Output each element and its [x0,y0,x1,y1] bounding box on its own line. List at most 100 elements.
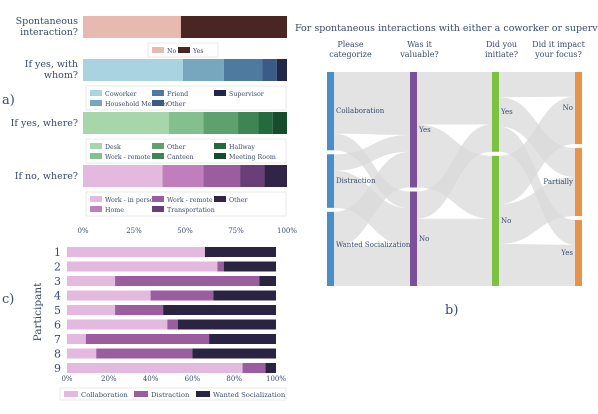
bar-segment-home [162,165,204,187]
bar-segment-distraction [85,334,210,344]
participant-label: 4 [54,290,61,303]
sankey-node-label: Partially [543,178,573,186]
sankey-link [499,244,575,286]
sankey-node-yes [492,72,499,152]
legend: Collaboration Distraction Wanted Socializa… [59,387,287,401]
participant-label: 6 [54,319,61,332]
legend-label: Other [229,197,248,204]
legend-swatch [134,391,148,397]
bar-segment-no [83,16,181,38]
bar-segment-coworker [83,59,183,81]
bar-segment-desk [83,112,169,134]
sankey-link [499,72,575,98]
legend-swatch [196,391,210,397]
x-tick-label: 60% [185,375,201,383]
panel-label-a: a) [2,93,15,108]
bar-segment-work-remote [203,165,241,187]
bar-segment-household-member [182,59,224,81]
legend-label: Desk [105,144,121,151]
bar-segment-wanted-socialization [265,363,276,373]
participant-row-3: 3 [54,275,276,288]
legend-label: Supervisor [229,91,265,98]
participant-label: 2 [54,261,61,274]
legend-label: Canteen [167,154,194,161]
x-tick-label: 40% [143,375,159,383]
sankey-link [334,151,410,247]
sankey-node-label: Yes [418,126,431,134]
legend-swatch [90,143,102,149]
legend-swatch [178,47,190,53]
sankey-node-no [575,72,582,145]
legend-swatch [214,90,226,96]
x-tick-label: 100% [266,375,286,383]
x-tick-label: 50% [177,227,193,235]
sankey-link [499,96,575,205]
sankey-link [334,246,410,286]
bar-segment-wanted-socialization [192,348,276,359]
sankey-links [334,72,575,286]
sankey-node-collaboration [327,72,334,151]
bar-segment-distraction [96,348,193,359]
sankey-node-no [410,191,417,286]
legend-label: Other [167,101,186,108]
participant-row-2: 2 [54,261,276,274]
sankey-node-label: Yes [560,249,573,257]
panel-label-b: b) [445,303,458,318]
legend-label: Work - remote [167,197,213,204]
row-label: If no, where? [15,171,78,182]
sankey-column-header: Did you initiate? [485,40,518,59]
legend-box [85,191,287,217]
legend-label: No [167,48,177,55]
sankey-node-distraction [327,154,334,208]
panel-a-stacked-bars: Spontaneous interaction? No Yes If yes, with… [11,16,297,235]
bar-segment-collaboration [67,334,86,344]
bar-segment-wanted-socialization [204,247,276,257]
legend-label: Friend [167,91,188,98]
bar-segment-collaboration [67,305,116,315]
bar-segment-transportation [240,165,265,187]
x-tick-label: 25% [126,227,142,235]
sankey-link [417,218,492,286]
bar-segment-distraction [150,290,214,301]
bar-segment-wanted-socialization [213,290,276,301]
participant-row-1: 1 [54,246,276,259]
panel-c-participant-bars: 1 23 45 67 890% 20% 40% 60% 80% 100% Participant Co… [32,246,287,401]
legend-box [85,85,287,111]
sankey-node-label: Wanted Socialization [336,241,411,249]
x-tick-label: 0% [77,227,88,235]
panel-b-sankey: For spontaneous interactions with either… [295,23,598,286]
bar-segment-friend [223,59,263,81]
bar-segment-work-remote [168,112,204,134]
participant-row-7: 7 [54,333,276,346]
sankey-column-please-categorize: Please categorize Collaboration Distraction… [327,40,411,286]
legend-swatch [90,90,102,96]
sankey-node-wanted-socialization [327,211,334,286]
legend-swatch [152,206,164,212]
bar-segment-collaboration [67,319,168,330]
participant-label: 8 [54,348,61,361]
x-tick-label: 0% [61,375,72,383]
bar-segment-hallway [258,112,273,134]
sankey-column-was-it-valuable: Was it valuable? Yes No [399,40,439,286]
legend-swatch [152,47,164,53]
x-tick-label: 75% [228,227,244,235]
sankey-link [417,72,492,125]
legend-swatch [64,391,78,397]
sankey-column-header: Did it impact your focus? [532,40,585,59]
legend-swatch [214,153,226,159]
bar-segment-canteen [238,112,259,134]
sankey-node-no [492,155,499,286]
bar-row-spontaneous-interaction: Spontaneous interaction? No Yes [16,16,287,58]
legend-label: Transportation [167,207,215,214]
bar-segment-other [203,112,239,134]
legend-label: Wanted Socialization [213,391,286,399]
legend-swatch [90,196,102,202]
bar-row-if-yes-with-whom: If yes, with whom? Coworker Friend Superviso… [25,59,287,111]
legend-swatch [214,143,226,149]
legend-label: Distraction [151,391,190,399]
row-label: If yes, with whom? [25,59,78,81]
bar-segment-work-in-person [83,165,163,187]
legend-label: Work - remote [105,154,151,161]
legend-label: Other [167,144,186,151]
